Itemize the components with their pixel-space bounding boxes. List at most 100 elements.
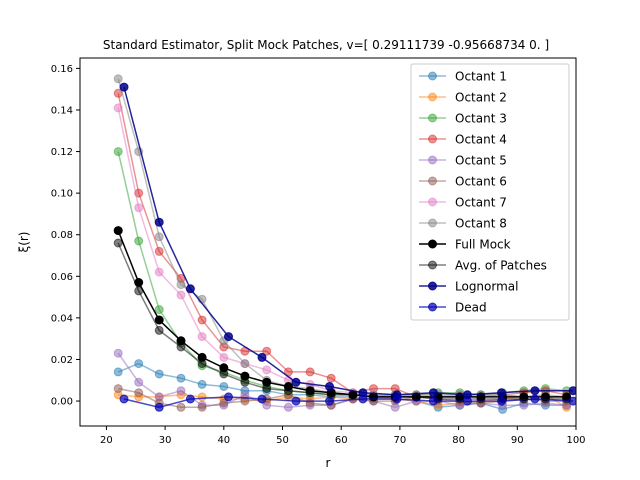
series-line (123, 86, 574, 396)
chart-title: Standard Estimator, Split Mock Patches, … (103, 38, 549, 52)
series-line (118, 387, 567, 409)
legend-marker (428, 155, 437, 165)
data-point (219, 352, 229, 362)
data-point (197, 402, 207, 412)
legend-entry-octant-3: Octant 3 (419, 112, 507, 126)
data-point (113, 226, 123, 236)
data-point (497, 388, 506, 398)
data-point (197, 332, 207, 342)
data-point (291, 377, 301, 387)
data-point (240, 377, 250, 387)
data-point (325, 382, 334, 391)
data-point (176, 386, 186, 396)
x-tick-label: 20 (100, 435, 113, 446)
series-lognormal (119, 82, 576, 400)
data-point (113, 103, 123, 113)
y-axis-label: ξ(r) (17, 232, 31, 253)
series-dead (119, 392, 576, 412)
legend-entry-avg-of-patches: Avg. of Patches (419, 259, 547, 273)
x-tick-label: 50 (276, 435, 289, 446)
series-line (117, 230, 567, 398)
data-point (176, 290, 186, 300)
data-point (154, 402, 164, 412)
data-point (291, 396, 301, 406)
data-point (154, 217, 164, 227)
legend-label: Lognormal (455, 280, 518, 294)
data-point (568, 396, 576, 406)
data-point (262, 365, 272, 375)
legend-box (410, 63, 570, 321)
y-tick-label: 0.00 (51, 397, 73, 408)
legend-entry-octant-8: Octant 8 (419, 217, 507, 231)
data-point (154, 305, 164, 315)
data-point (134, 203, 144, 213)
legend-entry-octant-6: Octant 6 (419, 175, 507, 189)
data-point (358, 394, 368, 404)
data-point (134, 377, 144, 387)
data-point (197, 392, 207, 402)
legend-label: Octant 4 (455, 133, 507, 147)
y-tick-label: 0.14 (51, 105, 73, 116)
legend-label: Octant 6 (455, 175, 507, 189)
data-point (134, 286, 144, 296)
data-point (154, 267, 164, 277)
legend-label: Dead (455, 301, 487, 315)
legend-entry-octant-1: Octant 1 (419, 70, 507, 84)
data-point (176, 373, 186, 383)
legend-marker (428, 197, 437, 207)
data-point (219, 369, 229, 379)
legend-label: Octant 1 (455, 70, 507, 84)
series-line (117, 242, 567, 400)
data-point (325, 396, 334, 406)
data-point (113, 384, 123, 394)
data-point (113, 348, 123, 358)
x-tick-label: 70 (394, 435, 407, 446)
y-axis: 0.00 0.02 0.04 0.06 0.08 0.10 0.12 0.14 0.16 (51, 64, 80, 408)
y-tick-label: 0.02 (51, 355, 73, 366)
legend-entry-octant-7: Octant 7 (419, 196, 507, 210)
y-tick-label: 0.04 (51, 313, 73, 324)
data-point (154, 232, 164, 242)
x-tick-label: 60 (335, 435, 348, 446)
legend-label: Full Mock (455, 238, 511, 252)
legend-marker (428, 176, 437, 186)
x-axis: 20 30 40 50 60 70 80 90 100 (100, 426, 586, 446)
legend-entry-lognormal: Lognormal (419, 280, 518, 294)
legend-entry-octant-2: Octant 2 (419, 91, 507, 105)
legend-label: Avg. of Patches (455, 259, 547, 273)
data-point (568, 386, 576, 396)
data-point (197, 379, 207, 389)
legend-marker (428, 134, 437, 144)
series-line (117, 362, 567, 411)
data-point (224, 332, 233, 342)
data-point (305, 367, 315, 377)
data-point (428, 388, 438, 398)
data-point (283, 386, 293, 396)
y-tick-label: 0.08 (51, 230, 73, 241)
data-point (257, 352, 267, 362)
data-point (134, 388, 144, 398)
data-point (240, 359, 250, 369)
data-point (219, 382, 229, 391)
data-point (176, 280, 186, 290)
data-point (257, 394, 267, 404)
data-point (530, 386, 540, 396)
x-tick-label: 40 (217, 435, 230, 446)
legend-label: Octant 3 (455, 112, 507, 126)
data-point (154, 246, 164, 256)
data-point (185, 394, 195, 404)
legend-marker (428, 92, 437, 102)
legend-marker (428, 71, 437, 81)
data-point (283, 402, 293, 412)
series-line (117, 107, 567, 398)
legend-marker (428, 239, 437, 249)
legend-label: Octant 7 (455, 196, 507, 210)
data-point (262, 346, 272, 356)
data-point (154, 325, 164, 335)
legend: Octant 1 Octant 2 Octant 3 Octant 4 Octant 5… (410, 63, 570, 321)
data-point (197, 315, 207, 325)
x-axis-label: r (326, 456, 331, 470)
x-tick-label: 30 (159, 435, 172, 446)
data-point (240, 396, 250, 406)
